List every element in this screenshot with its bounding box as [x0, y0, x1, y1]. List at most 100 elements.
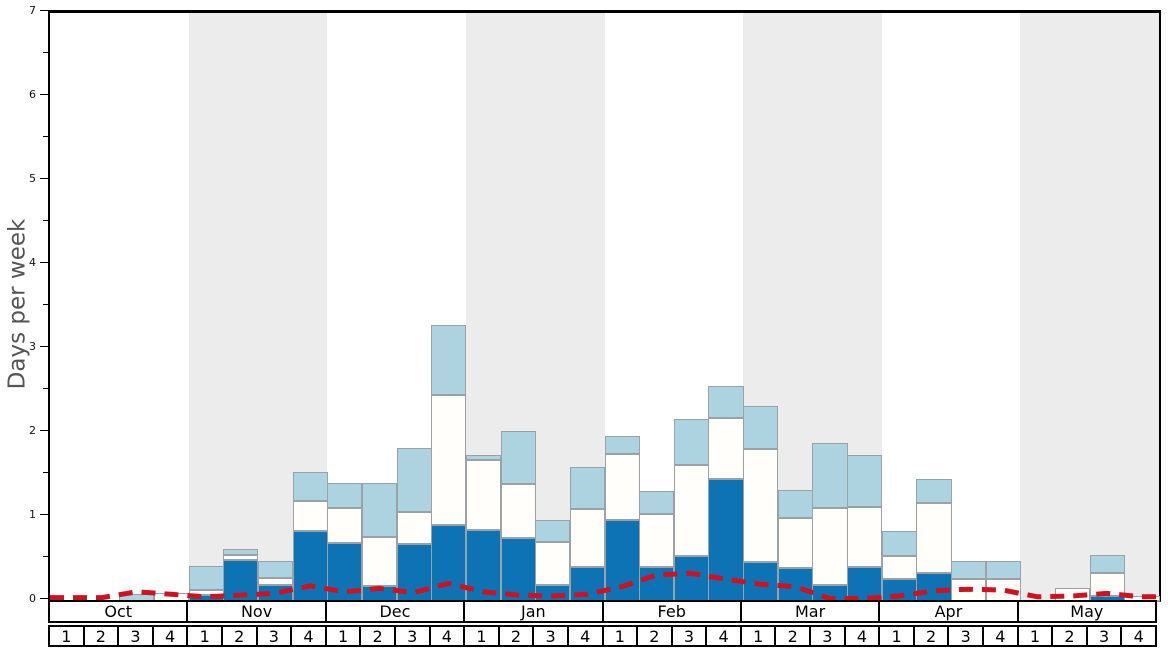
- white_middle_segment: [361, 537, 398, 586]
- bar-column-apr-1: [881, 13, 917, 601]
- light_blue_top_segment: [223, 548, 259, 555]
- light_blue_top_segment: [465, 454, 502, 460]
- light_blue_top_segment: [188, 565, 224, 591]
- bar-column-nov-3: [257, 13, 294, 601]
- white_middle_segment: [465, 459, 502, 531]
- white_middle_segment: [188, 590, 224, 596]
- bar-column-mar-2: [777, 13, 813, 601]
- light_blue_top_segment: [639, 490, 675, 515]
- red-dashed-line: [50, 570, 1159, 601]
- white_middle_segment: [777, 517, 813, 569]
- week-cell-dec-2: 2: [361, 627, 396, 646]
- light_blue_top_segment: [1089, 554, 1125, 574]
- light_blue_top_segment: [361, 483, 398, 538]
- week-cell-apr-2: 2: [915, 627, 950, 646]
- week-cell-apr-4: 4: [984, 627, 1019, 646]
- month-cell-nov: Nov: [188, 602, 327, 621]
- y-major-tick: [40, 10, 48, 11]
- light_blue_top_segment: [743, 406, 779, 449]
- light_blue_top_segment: [431, 324, 467, 396]
- week-cell-feb-3: 3: [673, 627, 708, 646]
- y-tick-label: 5: [29, 172, 36, 185]
- week-cell-may-1: 1: [1019, 627, 1054, 646]
- light_blue_top_segment: [535, 519, 571, 543]
- plot-area: [48, 10, 1161, 602]
- week-cell-jan-3: 3: [534, 627, 569, 646]
- week-cell-nov-1: 1: [188, 627, 223, 646]
- dark_blue_bottom_segment: [292, 531, 328, 601]
- y-axis-gutter: Days per week 0 1 2 3 4 5 6 7: [0, 0, 48, 648]
- light_blue_top_segment: [257, 560, 294, 578]
- week-cell-feb-2: 2: [638, 627, 673, 646]
- dark_blue_bottom_segment: [465, 530, 502, 601]
- white_middle_segment: [431, 395, 467, 526]
- week-cell-may-3: 3: [1088, 627, 1123, 646]
- y-tick-label: 7: [29, 4, 36, 17]
- white_middle_segment: [708, 417, 744, 480]
- bar-column-feb-1: [604, 13, 640, 601]
- bar-column-feb-3: [673, 13, 709, 601]
- bar-column-jan-2: [500, 13, 536, 601]
- dark_blue_bottom_segment: [500, 538, 536, 601]
- week-cell-nov-3: 3: [258, 627, 293, 646]
- y-minor-tick: [43, 388, 48, 389]
- week-cell-oct-3: 3: [119, 627, 154, 646]
- week-cell-nov-4: 4: [292, 627, 327, 646]
- bar-column-feb-2: [639, 13, 675, 601]
- y-tick-label: 0: [29, 592, 36, 605]
- week-cell-dec-1: 1: [327, 627, 362, 646]
- week-cell-jan-4: 4: [569, 627, 604, 646]
- dark_blue_bottom_segment: [673, 556, 709, 601]
- month-cell-dec: Dec: [327, 602, 466, 621]
- white_middle_segment: [916, 502, 952, 574]
- y-minor-tick: [43, 556, 48, 557]
- y-minor-tick: [43, 52, 48, 53]
- week-cell-dec-3: 3: [396, 627, 431, 646]
- bar-column-may-3: [1089, 13, 1125, 601]
- light_blue_top_segment: [292, 471, 328, 502]
- light_blue_top_segment: [847, 454, 883, 507]
- y-tick-label: 2: [29, 424, 36, 437]
- month-cell-mar: Mar: [742, 602, 881, 621]
- light_blue_top_segment: [500, 430, 536, 485]
- y-tick-label: 6: [29, 88, 36, 101]
- week-cell-oct-1: 1: [50, 627, 85, 646]
- month-cell-may: May: [1070, 602, 1104, 621]
- y-minor-tick: [43, 304, 48, 305]
- bar-column-apr-4: [985, 13, 1021, 601]
- bar-column-jan-3: [535, 13, 571, 601]
- white_middle_segment: [604, 454, 640, 521]
- week-cell-jan-2: 2: [500, 627, 535, 646]
- week-cell-apr-3: 3: [949, 627, 985, 646]
- light_blue_top_segment: [396, 448, 432, 512]
- week-cell-jan-1: 1: [465, 627, 500, 646]
- y-minor-tick: [43, 220, 48, 221]
- light_blue_top_segment: [569, 466, 605, 510]
- week-cell-nov-2: 2: [223, 627, 258, 646]
- week-cell-apr-1: 1: [880, 627, 915, 646]
- week-cell-oct-2: 2: [85, 627, 120, 646]
- y-major-tick: [40, 598, 48, 599]
- month-cell-apr: Apr: [880, 602, 1019, 621]
- bar-column-mar-4: [847, 13, 883, 601]
- month-label-row: Oct Nov Dec Jan Feb Mar Apr May: [48, 600, 1157, 623]
- y-major-tick: [40, 262, 48, 263]
- y-minor-tick: [43, 472, 48, 473]
- y-major-tick: [40, 514, 48, 515]
- white_middle_segment: [743, 448, 779, 562]
- week-cell-mar-2: 2: [776, 627, 812, 646]
- y-tick-label: 4: [29, 256, 36, 269]
- week-cell-feb-1: 1: [604, 627, 639, 646]
- light_blue_top_segment: [951, 560, 987, 580]
- bar-column-dec-2: [361, 13, 398, 601]
- red-dashed-polyline: [50, 570, 1159, 601]
- white_middle_segment: [327, 507, 363, 544]
- light_blue_top_segment: [777, 490, 813, 518]
- y-tick-label: 1: [29, 508, 36, 521]
- white_middle_segment: [847, 506, 883, 567]
- white_middle_segment: [223, 554, 259, 560]
- week-cell-mar-3: 3: [811, 627, 846, 646]
- month-cell-jan: Jan: [465, 602, 604, 621]
- bar-column-jan-1: [465, 13, 502, 601]
- bar-column-apr-2: [916, 13, 952, 601]
